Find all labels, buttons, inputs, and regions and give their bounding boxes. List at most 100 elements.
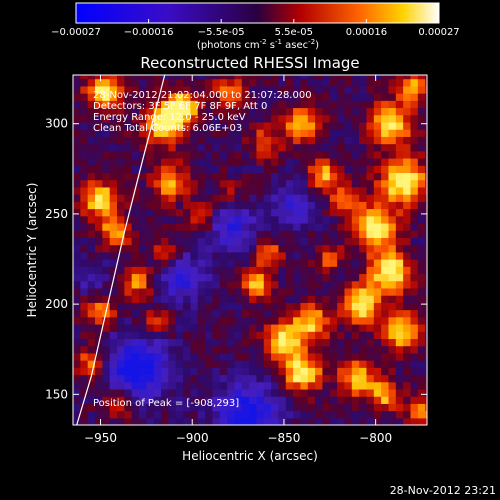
heatmap-cells [73,75,427,425]
heatmap-cell [168,388,177,397]
heatmap-cell [351,323,360,332]
heatmap-cell [95,259,103,267]
heatmap-cell [256,186,265,195]
heatmap-cell [322,215,331,224]
heatmap-cell [227,179,236,188]
heatmap-cell [403,309,412,318]
heatmap-cell [403,417,412,425]
heatmap-cell [278,338,287,347]
heatmap-cell [263,129,272,137]
heatmap-cell [80,150,89,159]
heatmap-cell [381,251,390,260]
heatmap-cell [278,136,287,145]
heatmap-cell [315,302,324,311]
heatmap-cell [73,410,81,419]
heatmap-cell [190,194,199,202]
heatmap-cell [395,222,404,231]
heatmap-cell [307,215,316,224]
heatmap-cell [109,295,118,303]
heatmap-cell [190,251,199,260]
heatmap-cell [139,295,147,303]
heatmap-cell [425,367,427,376]
heatmap-cell [241,143,250,152]
heatmap-cell [80,302,89,311]
heatmap-cell [373,179,382,188]
heatmap-cell [337,237,346,246]
heatmap-cell [322,136,331,145]
heatmap-cell [359,107,368,116]
heatmap-cell [417,316,426,325]
heatmap-cell [219,136,228,145]
heatmap-cell [161,381,169,390]
heatmap-cell [293,100,302,109]
heatmap-cell [109,287,118,296]
heatmap-cell [212,403,221,412]
heatmap-cell [183,78,191,87]
heatmap-cell [109,179,118,188]
heatmap-cell [227,273,236,282]
heatmap-cell [234,165,243,174]
heatmap-cell [300,150,309,159]
heatmap-cell [329,201,338,210]
heatmap-cell [139,129,147,137]
heatmap-cell [219,417,228,425]
heatmap-cell [212,374,221,383]
heatmap-cell [359,136,368,145]
heatmap-cell [175,165,184,174]
annotation-energy-range: Energy Range: 12.0 - 25.0 keV [93,112,246,123]
heatmap-cell [373,157,382,166]
heatmap-cell [256,316,265,325]
heatmap-cell [417,121,426,130]
heatmap-cell [73,309,81,318]
heatmap-cell [168,251,177,260]
heatmap-cell [256,85,265,94]
heatmap-cell [124,417,133,425]
heatmap-cell [256,150,265,159]
heatmap-cell [278,208,287,217]
heatmap-cell [227,222,236,231]
heatmap-cell [73,215,81,224]
heatmap-cell [131,323,140,332]
heatmap-cell [117,396,125,404]
heatmap-cell [249,244,258,253]
heatmap-cell [124,75,133,80]
heatmap-cell [197,215,206,224]
heatmap-cell [175,367,184,376]
heatmap-cell [249,215,258,224]
heatmap-cell [219,75,228,80]
heatmap-cell [293,396,302,404]
heatmap-cell [417,215,426,224]
heatmap-cell [256,309,265,318]
heatmap-cell [300,302,309,311]
heatmap-cell [168,194,177,202]
heatmap-cell [87,201,96,210]
heatmap-cell [351,237,360,246]
heatmap-cell [153,75,162,80]
heatmap-cell [219,208,228,217]
heatmap-cell [403,280,412,289]
heatmap-cell [146,172,155,181]
heatmap-cell [263,244,272,253]
heatmap-cell [403,129,412,137]
heatmap-cell [175,129,184,137]
heatmap-cell [322,266,331,275]
annotation-detectors: Detectors: 3F 5F 6F 7F 8F 9F, Att 0 [93,101,267,112]
heatmap-cell [139,194,147,202]
heatmap-cell [425,107,427,116]
heatmap-cell [395,244,404,253]
heatmap-cell [190,302,199,311]
heatmap-cell [359,266,368,275]
heatmap-cell [381,309,390,318]
heatmap-cell [183,295,191,303]
heatmap-cell [337,345,346,354]
heatmap-cell [205,143,213,152]
heatmap-cell [322,244,331,253]
heatmap-cell [212,360,221,368]
heatmap-cell [425,374,427,383]
heatmap-cell [95,222,103,231]
heatmap-cell [425,172,427,181]
heatmap-cell [256,121,265,130]
heatmap-cell [241,172,250,181]
heatmap-cell [212,352,221,361]
heatmap-cell [139,259,147,267]
